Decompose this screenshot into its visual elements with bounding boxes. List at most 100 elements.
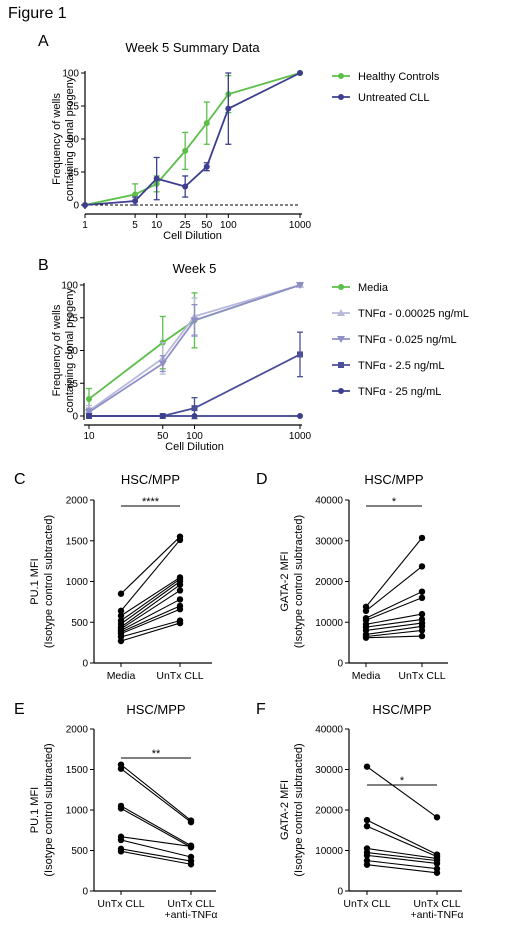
data-point bbox=[191, 413, 198, 419]
y-tick-label: 40000 bbox=[315, 496, 343, 507]
significance-label: * bbox=[392, 496, 397, 508]
category-label: UnTx CLL +anti-TNFα bbox=[164, 898, 217, 921]
x-tick-label: 5 bbox=[132, 220, 138, 231]
legend-label: TNFα - 25 ng/mL bbox=[358, 386, 441, 398]
data-point bbox=[433, 860, 441, 867]
panel-e-chart: HSC/MPP 0 500 1000 1500 2000 UnTx CLL UnTx CLL +… bbox=[29, 702, 218, 921]
pair-line bbox=[120, 581, 181, 625]
significance-label: **** bbox=[142, 496, 160, 508]
pair-line bbox=[366, 819, 438, 856]
legend-label: Healthy Controls bbox=[358, 71, 440, 83]
data-point bbox=[296, 282, 304, 289]
pair-line bbox=[365, 622, 423, 631]
data-point bbox=[117, 765, 125, 772]
pair-line bbox=[120, 620, 181, 638]
category-label: UnTx CLL bbox=[97, 898, 144, 910]
data-point bbox=[203, 163, 210, 170]
data-point bbox=[159, 413, 166, 419]
series-line bbox=[84, 72, 301, 206]
panel-letter-f: F bbox=[256, 701, 266, 718]
pair-line bbox=[120, 622, 181, 642]
pair-line bbox=[120, 839, 192, 858]
panel-a-chart: Week 5 Summary Data 0 25 50 75 100 1 5 10 25 50 100… bbox=[51, 40, 440, 242]
pair-line bbox=[120, 850, 192, 865]
data-point bbox=[86, 413, 92, 419]
pair-line bbox=[120, 836, 192, 847]
panel-letter-d: D bbox=[256, 471, 268, 488]
chart-title: HSC/MPP bbox=[121, 472, 180, 487]
pair-line bbox=[365, 618, 423, 628]
series-line bbox=[88, 284, 301, 413]
data-point bbox=[187, 818, 195, 826]
chart-title: HSC/MPP bbox=[372, 702, 431, 717]
data-point bbox=[187, 861, 195, 868]
data-point bbox=[117, 805, 125, 812]
pair-line bbox=[120, 768, 192, 823]
y-tick-label: 20000 bbox=[315, 577, 343, 588]
y-tick-label: 2000 bbox=[66, 725, 89, 736]
series-line bbox=[84, 72, 301, 206]
data-point bbox=[363, 816, 371, 824]
y-tick-label: 20000 bbox=[315, 806, 343, 817]
data-point bbox=[203, 120, 210, 127]
data-point bbox=[85, 409, 93, 417]
data-point bbox=[117, 637, 125, 645]
panel-d-chart: HSC/MPP 0 10000 20000 30000 40000 Media UnTx CL… bbox=[279, 472, 448, 682]
pair-line bbox=[365, 597, 423, 621]
pair-line bbox=[120, 848, 192, 862]
data-point bbox=[176, 619, 184, 627]
y-tick-label: 500 bbox=[71, 846, 88, 857]
pair-line bbox=[120, 590, 181, 630]
data-point bbox=[117, 848, 125, 855]
significance-label: * bbox=[400, 775, 405, 787]
data-point bbox=[433, 869, 441, 876]
data-point bbox=[418, 534, 426, 542]
pair-line bbox=[366, 847, 438, 860]
x-tick-label: 1 bbox=[82, 220, 88, 231]
data-point bbox=[418, 627, 426, 634]
data-point bbox=[363, 852, 371, 859]
pair-line bbox=[366, 854, 438, 865]
x-axis-label: Cell Dilution bbox=[163, 230, 222, 242]
y-tick-label: 10000 bbox=[315, 846, 343, 857]
y-tick-label: 10000 bbox=[315, 618, 343, 629]
panel-b-chart: Week 5 0 25 50 75 100 10 50 100 1000 Cell Dilution… bbox=[51, 261, 469, 453]
panel-letter-b: B bbox=[38, 257, 49, 274]
data-point bbox=[82, 202, 88, 208]
pair-line bbox=[120, 584, 181, 628]
y-axis-label: Frequency of wellscontaining clonal prog… bbox=[51, 76, 76, 201]
category-label: UnTx CLL +anti-TNFα bbox=[410, 898, 463, 921]
data-point bbox=[182, 183, 189, 190]
pair-line bbox=[366, 860, 438, 870]
data-point bbox=[187, 843, 195, 850]
legend-label: TNFα - 2.5 ng/mL bbox=[358, 360, 444, 372]
chart-title: Week 5 Summary Data bbox=[125, 40, 260, 55]
data-point bbox=[117, 612, 125, 619]
y-tick-label: 75 bbox=[68, 102, 80, 113]
data-point bbox=[176, 587, 184, 594]
y-tick-label: 25 bbox=[67, 379, 79, 390]
y-tick-label: 1500 bbox=[66, 765, 89, 776]
pair-line bbox=[365, 613, 423, 625]
pair-line bbox=[365, 635, 423, 639]
y-tick-label: 2000 bbox=[66, 496, 89, 507]
pair-line bbox=[365, 591, 423, 619]
data-point bbox=[176, 581, 184, 588]
pair-line bbox=[120, 539, 181, 612]
category-label: UnTx CLL bbox=[398, 670, 445, 682]
data-point bbox=[158, 360, 167, 368]
data-point bbox=[363, 861, 371, 868]
legend-label: Media bbox=[358, 282, 389, 294]
y-tick-label: 0 bbox=[72, 412, 78, 423]
y-tick-label: 75 bbox=[67, 313, 79, 324]
pair-line bbox=[120, 805, 192, 847]
y-tick-label: 0 bbox=[337, 659, 343, 670]
legend-label: TNFα - 0.00025 ng/mL bbox=[358, 308, 469, 320]
panel-letter-a: A bbox=[38, 33, 49, 50]
data-point bbox=[190, 317, 199, 325]
pair-line bbox=[366, 864, 438, 874]
series-line bbox=[88, 284, 301, 412]
x-tick-label: 1000 bbox=[289, 220, 312, 231]
data-point bbox=[176, 596, 184, 603]
x-tick-label: 50 bbox=[157, 431, 169, 442]
